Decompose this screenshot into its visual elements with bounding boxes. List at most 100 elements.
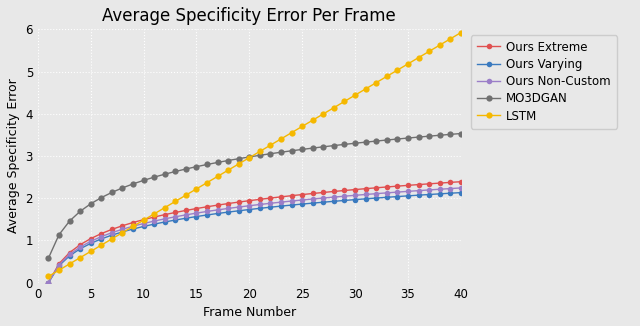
Ours Non-Custom xyxy=(140,222,147,226)
MO3DGAN xyxy=(404,136,412,140)
LSTM xyxy=(394,68,401,72)
Line: LSTM: LSTM xyxy=(45,30,464,279)
Ours Varying xyxy=(362,197,369,201)
LSTM xyxy=(140,218,147,222)
Ours Varying xyxy=(277,204,285,208)
LSTM xyxy=(161,206,168,210)
Ours Extreme xyxy=(66,251,74,255)
Ours Varying xyxy=(457,191,465,195)
LSTM xyxy=(404,62,412,66)
Ours Extreme xyxy=(235,200,243,204)
Ours Non-Custom xyxy=(436,187,444,191)
Ours Non-Custom xyxy=(108,231,116,235)
Ours Extreme xyxy=(267,196,275,200)
LSTM xyxy=(118,231,126,235)
Ours Extreme xyxy=(319,190,327,194)
Ours Varying xyxy=(172,218,179,222)
Ours Varying xyxy=(351,198,359,201)
Ours Varying xyxy=(309,201,317,205)
MO3DGAN xyxy=(161,172,168,176)
Ours Non-Custom xyxy=(267,201,275,205)
MO3DGAN xyxy=(150,175,158,179)
Ours Varying xyxy=(319,200,327,204)
Legend: Ours Extreme, Ours Varying, Ours Non-Custom, MO3DGAN, LSTM: Ours Extreme, Ours Varying, Ours Non-Cus… xyxy=(471,35,617,128)
Ours Extreme xyxy=(214,203,221,207)
MO3DGAN xyxy=(362,140,369,144)
MO3DGAN xyxy=(172,170,179,173)
Line: MO3DGAN: MO3DGAN xyxy=(45,130,464,261)
Ours Non-Custom xyxy=(45,281,52,285)
LSTM xyxy=(298,125,306,128)
Ours Non-Custom xyxy=(118,227,126,231)
Ours Non-Custom xyxy=(203,210,211,214)
Ours Extreme xyxy=(404,184,412,187)
MO3DGAN xyxy=(76,209,84,213)
Ours Extreme xyxy=(45,281,52,285)
Ours Varying xyxy=(298,202,306,206)
Ours Non-Custom xyxy=(394,190,401,194)
Ours Varying xyxy=(340,199,348,202)
MO3DGAN xyxy=(66,219,74,223)
Ours Extreme xyxy=(150,215,158,219)
Ours Extreme xyxy=(340,188,348,192)
Ours Varying xyxy=(394,195,401,199)
Ours Varying xyxy=(55,264,63,268)
Ours Varying xyxy=(193,215,200,218)
Ours Extreme xyxy=(298,193,306,197)
Ours Extreme xyxy=(108,228,116,231)
LSTM xyxy=(45,274,52,278)
Ours Varying xyxy=(129,227,137,231)
Ours Varying xyxy=(267,205,275,209)
Ours Non-Custom xyxy=(446,186,454,190)
LSTM xyxy=(246,156,253,160)
Ours Non-Custom xyxy=(319,196,327,200)
Ours Varying xyxy=(66,254,74,258)
Ours Extreme xyxy=(76,243,84,247)
MO3DGAN xyxy=(118,186,126,190)
Ours Varying xyxy=(214,212,221,215)
Ours Extreme xyxy=(330,189,338,193)
Ours Non-Custom xyxy=(66,252,74,256)
Ours Varying xyxy=(235,209,243,213)
Ours Extreme xyxy=(246,199,253,203)
LSTM xyxy=(225,168,232,172)
MO3DGAN xyxy=(425,134,433,138)
Ours Extreme xyxy=(351,188,359,192)
X-axis label: Frame Number: Frame Number xyxy=(203,306,296,319)
LSTM xyxy=(277,137,285,141)
Ours Extreme xyxy=(256,197,264,201)
Ours Non-Custom xyxy=(372,192,380,196)
LSTM xyxy=(436,43,444,47)
Ours Extreme xyxy=(225,201,232,205)
MO3DGAN xyxy=(457,132,465,136)
MO3DGAN xyxy=(214,160,221,164)
MO3DGAN xyxy=(108,190,116,194)
Ours Varying xyxy=(415,193,422,197)
LSTM xyxy=(340,99,348,103)
MO3DGAN xyxy=(129,182,137,186)
MO3DGAN xyxy=(309,146,317,150)
Ours Non-Custom xyxy=(150,219,158,223)
LSTM xyxy=(267,143,275,147)
Ours Extreme xyxy=(383,185,390,189)
Ours Non-Custom xyxy=(97,235,105,239)
Title: Average Specificity Error Per Frame: Average Specificity Error Per Frame xyxy=(102,7,396,25)
Ours Varying xyxy=(372,196,380,200)
Ours Extreme xyxy=(362,187,369,191)
Ours Varying xyxy=(330,200,338,203)
LSTM xyxy=(150,212,158,216)
Ours Non-Custom xyxy=(309,197,317,201)
Ours Varying xyxy=(118,230,126,234)
MO3DGAN xyxy=(277,150,285,154)
MO3DGAN xyxy=(372,139,380,143)
LSTM xyxy=(235,162,243,166)
LSTM xyxy=(319,112,327,116)
MO3DGAN xyxy=(436,133,444,137)
Ours Varying xyxy=(97,237,105,241)
Ours Non-Custom xyxy=(172,215,179,219)
Ours Extreme xyxy=(394,184,401,188)
MO3DGAN xyxy=(394,137,401,141)
Ours Non-Custom xyxy=(362,193,369,197)
Line: Ours Varying: Ours Varying xyxy=(45,190,463,286)
Ours Non-Custom xyxy=(425,188,433,192)
